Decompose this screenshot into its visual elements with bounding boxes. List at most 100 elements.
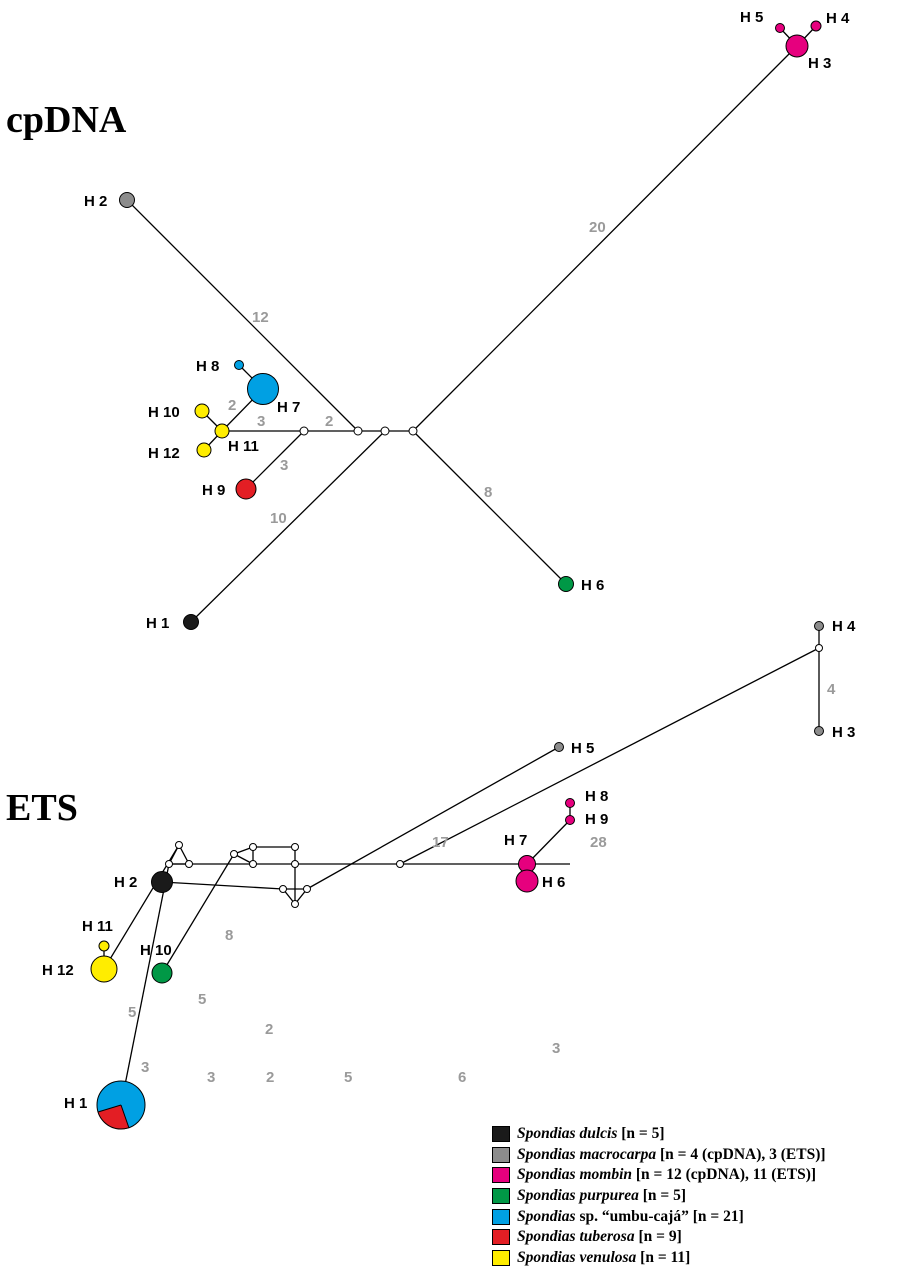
ets-node-h5 — [554, 742, 564, 752]
ets-label-h10: H 10 — [140, 942, 172, 959]
cpdna-label-h9: H 9 — [202, 482, 225, 499]
cpdna-network: cpDNA H 5 H 4 H 3 H — [6, 9, 850, 632]
cpdna-edge-h3-median — [412, 45, 798, 432]
ets-median-vector — [185, 860, 193, 868]
ets-node-h6 — [515, 869, 539, 893]
ets-node-h11 — [98, 940, 110, 952]
ets-network: ETS — [6, 618, 856, 1130]
legend-sample-size: [n = 5] — [638, 1187, 687, 1205]
ets-step-label: 8 — [225, 927, 233, 944]
cpdna-node-h10 — [194, 403, 210, 419]
cpdna-panel-title: cpDNA — [6, 99, 127, 141]
ets-label-h1: H 1 — [64, 1095, 87, 1112]
cpdna-label-h1: H 1 — [146, 615, 169, 632]
cpdna-step-label: 8 — [484, 484, 492, 501]
species-legend: Spondias dulcis [n = 5] Spondias macroca… — [492, 1124, 826, 1268]
cpdna-node-h5 — [775, 23, 785, 33]
legend-species-name: Spondias purpurea — [517, 1187, 639, 1205]
legend-item-purpurea: Spondias purpurea [n = 5] — [492, 1186, 826, 1207]
legend-swatch — [492, 1146, 510, 1163]
ets-median-vector — [291, 843, 299, 851]
ets-node-h3 — [814, 726, 824, 736]
legend-swatch — [492, 1188, 510, 1205]
cpdna-step-label: 10 — [270, 510, 287, 527]
legend-species-name: Spondias tuberosa — [517, 1228, 635, 1246]
cpdna-label-h4: H 4 — [826, 10, 850, 27]
ets-edge-h5-median — [306, 746, 560, 890]
ets-median-vector — [165, 860, 173, 868]
legend-sample-size: [n = 12 (cpDNA), 11 (ETS)] — [632, 1166, 817, 1184]
ets-step-label: 5 — [128, 1004, 136, 1021]
legend-sample-size: [n = 5] — [617, 1125, 665, 1143]
ets-label-h11: H 11 — [82, 918, 113, 935]
legend-species-name: Spondias mombin — [517, 1166, 632, 1184]
cpdna-label-h5: H 5 — [740, 9, 763, 26]
ets-node-h10 — [151, 962, 173, 984]
cpdna-label-h3: H 3 — [808, 55, 831, 72]
legend-species-name: Spondias macrocarpa — [517, 1145, 657, 1163]
ets-edge-h1-median — [120, 863, 170, 1106]
legend-item-mombin: Spondias mombin [n = 12 (cpDNA), 11 (ETS… — [492, 1165, 826, 1186]
ets-median-vector — [279, 885, 287, 893]
ets-panel-title: ETS — [6, 787, 78, 829]
legend-swatch — [492, 1167, 510, 1184]
ets-step-label: 5 — [198, 991, 206, 1008]
ets-label-h5: H 5 — [571, 740, 594, 757]
cpdna-node-h9 — [235, 478, 257, 500]
legend-item-venulosa: Spondias venulosa [n = 11] — [492, 1248, 826, 1269]
legend-item-dulcis: Spondias dulcis [n = 5] — [492, 1124, 826, 1145]
ets-step-label: 5 — [344, 1069, 352, 1086]
legend-sample-size: [n = 4 (cpDNA), 3 (ETS)] — [656, 1145, 826, 1163]
ets-label-h3: H 3 — [832, 724, 855, 741]
ets-label-h4: H 4 — [832, 618, 856, 635]
cpdna-node-h8 — [234, 360, 244, 370]
cpdna-median-vector — [408, 426, 418, 436]
ets-step-label: 17 — [432, 834, 449, 851]
ets-step-label: 3 — [207, 1069, 215, 1086]
legend-swatch — [492, 1249, 510, 1266]
ets-edge-h10-median — [161, 853, 235, 974]
ets-edge-h7-h9 — [526, 819, 571, 865]
cpdna-node-h12 — [196, 442, 212, 458]
cpdna-label-h8: H 8 — [196, 358, 219, 375]
ets-step-label: 2 — [266, 1069, 274, 1086]
legend-sample-size: sp. “umbu-cajá” [n = 21] — [575, 1207, 744, 1225]
ets-median-vector — [249, 860, 257, 868]
ets-median-vector — [815, 644, 823, 652]
legend-swatch — [492, 1126, 510, 1143]
cpdna-median-vector — [380, 426, 390, 436]
cpdna-node-h4 — [810, 20, 822, 32]
ets-label-h7: H 7 — [504, 832, 527, 849]
cpdna-step-label: 3 — [257, 413, 265, 430]
cpdna-edge-h6-median — [412, 430, 567, 585]
legend-item-umbu-caja: Spondias sp. “umbu-cajá” [n = 21] — [492, 1206, 826, 1227]
legend-sample-size: [n = 11] — [636, 1248, 691, 1266]
ets-step-label: 6 — [458, 1069, 466, 1086]
ets-median-vector — [291, 860, 299, 868]
ets-label-h2: H 2 — [114, 874, 137, 891]
ets-node-h1-divider — [97, 1104, 122, 1113]
legend-item-tuberosa: Spondias tuberosa [n = 9] — [492, 1227, 826, 1248]
cpdna-label-h2: H 2 — [84, 193, 107, 210]
cpdna-step-label: 12 — [252, 309, 269, 326]
cpdna-node-h1 — [183, 614, 199, 630]
ets-median-vector — [175, 841, 183, 849]
legend-swatch — [492, 1208, 510, 1225]
legend-sample-size: [n = 9] — [634, 1228, 682, 1246]
cpdna-step-label: 3 — [280, 457, 288, 474]
ets-edge-reticulation — [253, 846, 296, 864]
cpdna-median-vector — [299, 426, 309, 436]
legend-species-name: Spondias — [517, 1207, 576, 1225]
cpdna-step-label: 2 — [325, 413, 333, 430]
cpdna-label-h6: H 6 — [581, 577, 604, 594]
ets-label-h12: H 12 — [42, 962, 74, 979]
cpdna-node-h6 — [558, 576, 574, 592]
ets-node-h8 — [565, 798, 575, 808]
ets-node-h2 — [151, 871, 173, 893]
cpdna-step-label: 20 — [589, 219, 606, 236]
ets-median-vector — [291, 900, 299, 908]
cpdna-node-h2 — [119, 192, 135, 208]
ets-step-label: 28 — [590, 834, 607, 851]
legend-swatch — [492, 1229, 510, 1246]
